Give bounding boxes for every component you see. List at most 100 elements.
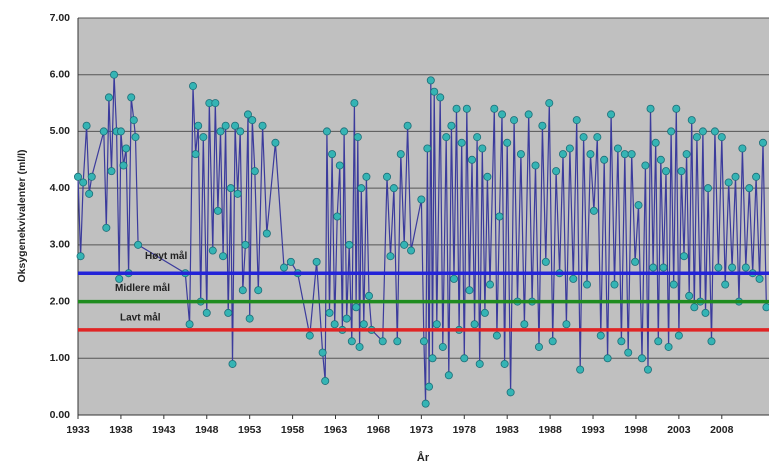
x-tick-label: 1978 — [453, 424, 477, 436]
data-point — [738, 144, 747, 153]
data-point — [596, 331, 605, 340]
data-point — [752, 172, 761, 181]
data-point — [755, 274, 764, 283]
x-tick-label: 1973 — [410, 424, 434, 436]
x-tick-label: 1953 — [238, 424, 262, 436]
data-point — [233, 189, 242, 198]
data-point — [520, 320, 529, 329]
data-point — [328, 150, 337, 159]
data-point — [248, 116, 257, 125]
data-point — [442, 133, 451, 142]
data-point — [690, 303, 699, 312]
data-point — [617, 337, 626, 346]
data-point — [524, 110, 533, 119]
data-point — [236, 127, 245, 136]
data-point — [219, 252, 228, 261]
x-tick-label: 1983 — [496, 424, 520, 436]
data-point — [677, 167, 686, 176]
data-point — [438, 342, 447, 351]
data-point — [731, 172, 740, 181]
data-point — [383, 172, 392, 181]
data-point — [741, 263, 750, 272]
data-point — [280, 263, 289, 272]
data-point — [107, 167, 116, 176]
data-point — [661, 167, 670, 176]
data-point — [425, 382, 434, 391]
reference-label: Høyt mål — [145, 250, 187, 262]
x-tick-label: 1938 — [109, 424, 133, 436]
data-point — [202, 308, 211, 317]
data-point — [364, 291, 373, 300]
data-point — [271, 138, 280, 147]
data-point — [119, 161, 128, 170]
x-tick-label: 1963 — [324, 424, 348, 436]
y-axis-label: Oksygenekvivalenter (ml/l) — [16, 149, 28, 282]
y-tick-label: 5.00 — [50, 125, 71, 137]
data-point — [224, 308, 233, 317]
data-point — [541, 257, 550, 266]
data-point — [656, 155, 665, 164]
data-point — [345, 240, 354, 249]
data-point — [104, 93, 113, 102]
data-point — [216, 127, 225, 136]
data-point — [685, 291, 694, 300]
data-point — [321, 376, 330, 385]
reference-label: Lavt mål — [120, 312, 161, 324]
data-point — [426, 76, 435, 85]
data-point — [586, 150, 595, 159]
data-point — [664, 342, 673, 351]
data-point — [649, 263, 658, 272]
data-point — [238, 286, 247, 295]
data-point — [583, 280, 592, 289]
data-point — [701, 308, 710, 317]
data-point — [486, 280, 495, 289]
data-point — [250, 167, 259, 176]
data-point — [386, 252, 395, 261]
data-point — [516, 150, 525, 159]
data-point — [400, 240, 409, 249]
data-point — [552, 167, 561, 176]
x-tick-label: 1993 — [581, 424, 605, 436]
data-point — [470, 320, 479, 329]
data-point — [116, 127, 125, 136]
data-point — [631, 257, 640, 266]
data-point — [562, 320, 571, 329]
x-tick-label: 2003 — [667, 424, 691, 436]
x-tick-label: 1943 — [152, 424, 176, 436]
data-point — [548, 337, 557, 346]
data-point — [643, 365, 652, 374]
data-point — [707, 337, 716, 346]
data-point — [340, 127, 349, 136]
data-point — [682, 150, 691, 159]
data-point — [473, 133, 482, 142]
data-point — [659, 263, 668, 272]
data-point — [430, 87, 439, 96]
data-point — [312, 257, 321, 266]
data-point — [576, 365, 585, 374]
data-point — [495, 212, 504, 221]
data-point — [498, 110, 507, 119]
data-point — [545, 99, 554, 108]
data-point — [199, 133, 208, 142]
data-point — [704, 184, 713, 193]
data-point — [241, 240, 250, 249]
data-point — [762, 303, 769, 312]
x-tick-label: 1933 — [66, 424, 90, 436]
data-point — [359, 320, 368, 329]
data-point — [82, 121, 91, 130]
data-point — [243, 110, 252, 119]
data-point — [333, 212, 342, 221]
data-point — [407, 246, 416, 255]
data-point — [258, 121, 267, 130]
data-point — [531, 161, 540, 170]
data-point — [129, 116, 138, 125]
data-point — [572, 116, 581, 125]
y-tick-label: 1.00 — [50, 352, 71, 364]
x-axis-label: År — [417, 451, 430, 464]
data-point — [87, 172, 96, 181]
data-point — [457, 138, 466, 147]
data-point — [724, 178, 733, 187]
data-point — [417, 195, 426, 204]
x-tick-label: 1988 — [538, 424, 562, 436]
